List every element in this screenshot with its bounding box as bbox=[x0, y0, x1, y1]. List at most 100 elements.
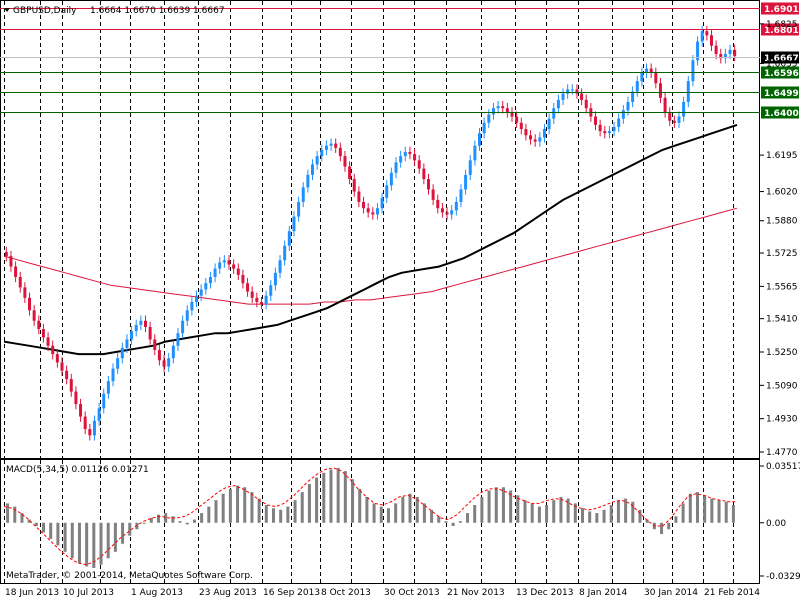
candle-body bbox=[482, 122, 486, 134]
level-price-label: 1.6400 bbox=[764, 109, 799, 119]
candle-body bbox=[570, 89, 574, 91]
candle-body bbox=[51, 345, 55, 355]
level-price-box bbox=[761, 86, 799, 99]
candle-body bbox=[394, 162, 398, 173]
candle-body bbox=[510, 112, 514, 117]
candle-body bbox=[635, 81, 639, 92]
price-panel bbox=[0, 0, 760, 459]
candle-body bbox=[371, 212, 375, 215]
macd-bar bbox=[674, 516, 678, 523]
candle-body bbox=[269, 285, 273, 296]
x-tick-label: 21 Nov 2013 bbox=[447, 588, 505, 598]
candle-body bbox=[329, 143, 333, 146]
x-tick-label: 10 Jul 2013 bbox=[63, 588, 114, 598]
candle-body bbox=[297, 201, 301, 217]
y-tick-label: 1.5410 bbox=[766, 315, 798, 325]
macd-bar bbox=[121, 522, 125, 544]
macd-bar bbox=[329, 469, 333, 523]
candle-body bbox=[440, 208, 444, 213]
candle-body bbox=[153, 339, 157, 350]
macd-bar bbox=[573, 503, 577, 523]
level-price-label: 1.6667 bbox=[764, 54, 799, 64]
macd-title: MACD(5,34,5) 0.01126 0.01271 bbox=[6, 465, 149, 475]
candle-body bbox=[658, 83, 662, 98]
macd-bar bbox=[351, 479, 355, 523]
candle-body bbox=[621, 110, 625, 119]
candle-body bbox=[501, 106, 505, 109]
x-tick-label: 18 Jun 2013 bbox=[5, 588, 59, 598]
macd-y-axis: 0.03517 0.00 -0.03297 bbox=[760, 462, 800, 582]
candle-body bbox=[292, 216, 296, 232]
macd-bar bbox=[602, 509, 606, 523]
macd-bar bbox=[595, 513, 599, 523]
candle-body bbox=[468, 160, 472, 175]
candle-body bbox=[700, 31, 704, 42]
candle-body bbox=[515, 116, 519, 123]
macd-bar bbox=[343, 471, 347, 523]
candle-body bbox=[617, 118, 621, 127]
macd-bar bbox=[185, 522, 189, 525]
candle-body bbox=[28, 297, 32, 311]
macd-bar bbox=[178, 521, 182, 523]
candle-body bbox=[566, 89, 570, 94]
candle-body bbox=[352, 179, 356, 192]
macd-bar bbox=[415, 496, 419, 523]
candle-body bbox=[413, 154, 417, 161]
candle-body bbox=[14, 266, 18, 277]
macd-bar bbox=[300, 492, 304, 523]
macd-bar bbox=[77, 522, 81, 564]
macd-bar bbox=[200, 513, 204, 523]
candle-body bbox=[236, 268, 240, 275]
macd-bar bbox=[113, 522, 117, 552]
macd-bar bbox=[106, 522, 110, 559]
macd-bar bbox=[20, 513, 24, 523]
chart-symbol-title: GBPUSD,Daily bbox=[13, 6, 77, 16]
macd-bar bbox=[257, 498, 261, 523]
candle-body bbox=[728, 49, 732, 55]
macd-bar bbox=[401, 496, 405, 523]
x-tick-label: 8 Jan 2014 bbox=[579, 588, 627, 598]
candle-body bbox=[385, 185, 389, 198]
candle-body bbox=[222, 260, 226, 263]
candle-body bbox=[389, 172, 393, 186]
candle-body bbox=[120, 347, 124, 359]
candle-body bbox=[672, 120, 676, 123]
candle-body bbox=[116, 358, 120, 369]
candle-body bbox=[139, 320, 143, 325]
macd-bar bbox=[422, 503, 426, 523]
candle-body bbox=[250, 291, 254, 298]
date-x-axis: 18 Jun 2013 10 Jul 2013 1 Aug 2013 23 Aug 2… bbox=[5, 588, 760, 598]
y-tick-label: 1.6635 bbox=[766, 59, 798, 69]
macd-bar bbox=[638, 509, 642, 523]
candle-body bbox=[92, 420, 96, 436]
candle-body bbox=[213, 268, 217, 277]
candle-body bbox=[491, 108, 495, 115]
candle-body bbox=[478, 133, 482, 146]
price-y-axis: 1.6825 1.6635 1.6195 1.6020 1.5880 1.5725 1.55… bbox=[760, 20, 798, 458]
candle-body bbox=[594, 116, 598, 125]
candle-body bbox=[185, 310, 189, 321]
candle-body bbox=[709, 35, 713, 46]
candle-body bbox=[162, 360, 166, 367]
candle-body bbox=[575, 89, 579, 94]
macd-bar bbox=[487, 490, 491, 523]
candle-body bbox=[181, 320, 185, 334]
macd-bar bbox=[731, 505, 735, 523]
level-price-label: 1.6901 bbox=[764, 5, 799, 15]
macd-bar bbox=[530, 503, 534, 523]
candle-body bbox=[157, 349, 161, 361]
macd-bar bbox=[566, 498, 570, 523]
candle-body bbox=[552, 108, 556, 119]
candle-body bbox=[524, 129, 528, 136]
macd-bar bbox=[386, 508, 390, 523]
macd-bar bbox=[724, 501, 728, 523]
candle-body bbox=[366, 208, 370, 213]
dropdown-arrow-icon[interactable] bbox=[4, 8, 10, 12]
x-tick-label: 16 Sep 2013 bbox=[263, 588, 320, 598]
macd-bar bbox=[451, 522, 455, 527]
candle-body bbox=[403, 151, 407, 157]
macd-bar bbox=[13, 506, 17, 523]
macd-bar bbox=[466, 513, 470, 523]
candle-body bbox=[301, 187, 305, 202]
candle-body bbox=[195, 295, 199, 302]
